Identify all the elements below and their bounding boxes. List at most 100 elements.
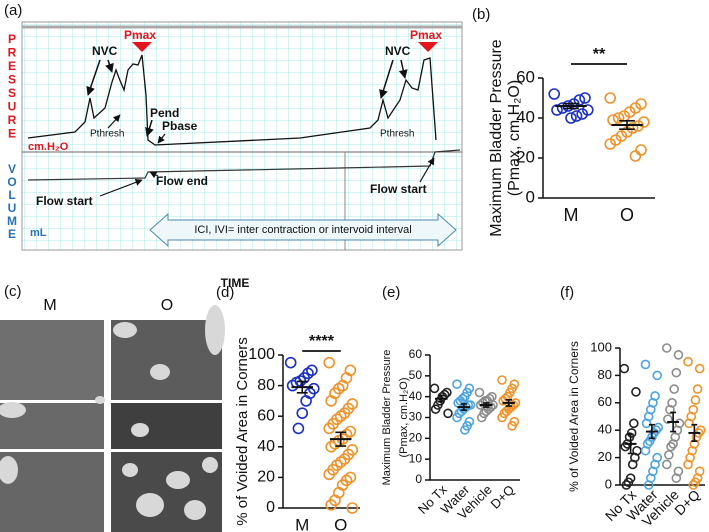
volume-trace [27,149,461,181]
error-bar [296,380,308,394]
y-axis-label: (Pmax, cm.H₂O) [398,377,410,457]
data-point [665,404,675,415]
image-panel: (c) M O [0,283,225,532]
y-tick-label: 100 [248,346,275,363]
data-point [323,422,336,435]
data-point [643,480,654,490]
data-point [641,418,652,429]
error-bar [438,394,445,403]
data-point [640,359,651,370]
panel-label: (b) [472,6,490,23]
panel-label: (d) [216,284,234,301]
void-image [111,403,222,449]
data-point [507,421,517,431]
data-point [640,445,651,456]
data-point [292,422,305,435]
pressure-trace [27,54,437,146]
data-point [576,108,589,120]
significance-label: ** [593,46,606,63]
pmax-marker [418,42,438,52]
y-tick-label: 50 [409,368,423,382]
trace-frame [21,21,463,251]
void-image [0,320,104,400]
pthresh-label: Pthresh [90,129,124,140]
data-point [692,384,703,394]
y-tick-label: 40 [257,438,275,455]
y-axis-label: (Pmax, cm.H₂O) [506,80,523,196]
data-point [296,407,309,419]
error-bar [460,403,467,412]
data-point [661,459,672,470]
x-axis-label: TIME [221,276,250,290]
panel-label: (e) [382,284,400,301]
axis-letter: R [8,46,17,60]
data-point [631,387,641,397]
data-point [683,459,693,470]
y-axis-label: Maximum Bladder Pressure [488,39,505,237]
data-point [688,480,699,490]
error-bar [670,411,677,433]
y-tick-label: 40 [409,389,423,403]
x-tick-label: O [620,205,634,225]
void-spots [0,305,225,520]
data-point [286,379,299,392]
axis-letter: S [8,73,16,87]
axis-letter: R [8,113,17,127]
data-point [683,356,693,367]
error-bar [335,431,347,447]
data-point [497,375,507,385]
data-point [604,138,617,150]
pmax-label: Pmax [124,28,156,42]
data-point [452,412,462,423]
error-bar [627,433,634,455]
y-axis-label: % of Voided Area in Corners [567,341,581,492]
panel-label: (a) [4,2,22,19]
axis-letter: U [8,100,17,114]
data-point [284,356,297,369]
error-bar [691,423,698,442]
interval-label: ICI, IVI= inter contraction or intervoid… [194,224,411,236]
data-point [460,425,470,435]
volume-unit: mL [30,227,47,239]
y-tick-label: 100 [590,339,612,354]
data-point [627,459,638,470]
axis-letter: P [8,32,16,46]
axis-letter: M [7,214,17,228]
pmax-label: Pmax [410,28,442,42]
data-point [690,395,701,405]
data-point [323,356,336,369]
flow-end-label: Flow end [156,174,208,188]
panel-label: (f) [560,284,574,301]
data-point [652,370,662,381]
data-point [663,414,673,425]
data-point [644,436,655,446]
flow-start-label: Flow start [370,182,427,196]
data-point [623,477,634,488]
flow-start-label: Flow start [36,194,93,208]
axis-letter: E [8,227,16,241]
data-point [452,379,462,389]
y-tick-label: 0 [605,476,612,491]
y-tick-label: 30 [409,410,423,424]
y-tick-label: 20 [257,469,275,486]
error-bar [483,402,490,408]
data-point [620,441,631,452]
y-axis-label: % of Voided Area in Corners [234,337,251,525]
data-point [548,88,561,100]
x-tick-label: O [334,515,347,532]
x-tick-label: M [295,515,309,532]
data-point [498,396,508,406]
interval-arrow [149,212,457,248]
pend-label: Pend [150,106,179,120]
y-tick-label: 0 [266,499,275,516]
error-bar [505,398,512,407]
y-tick-label: 60 [598,394,612,409]
x-tick-label: M [564,205,579,225]
data-point [429,383,440,394]
data-point [661,343,672,353]
pmax-marker [132,42,152,52]
data-point [684,418,694,429]
data-point [501,406,512,417]
